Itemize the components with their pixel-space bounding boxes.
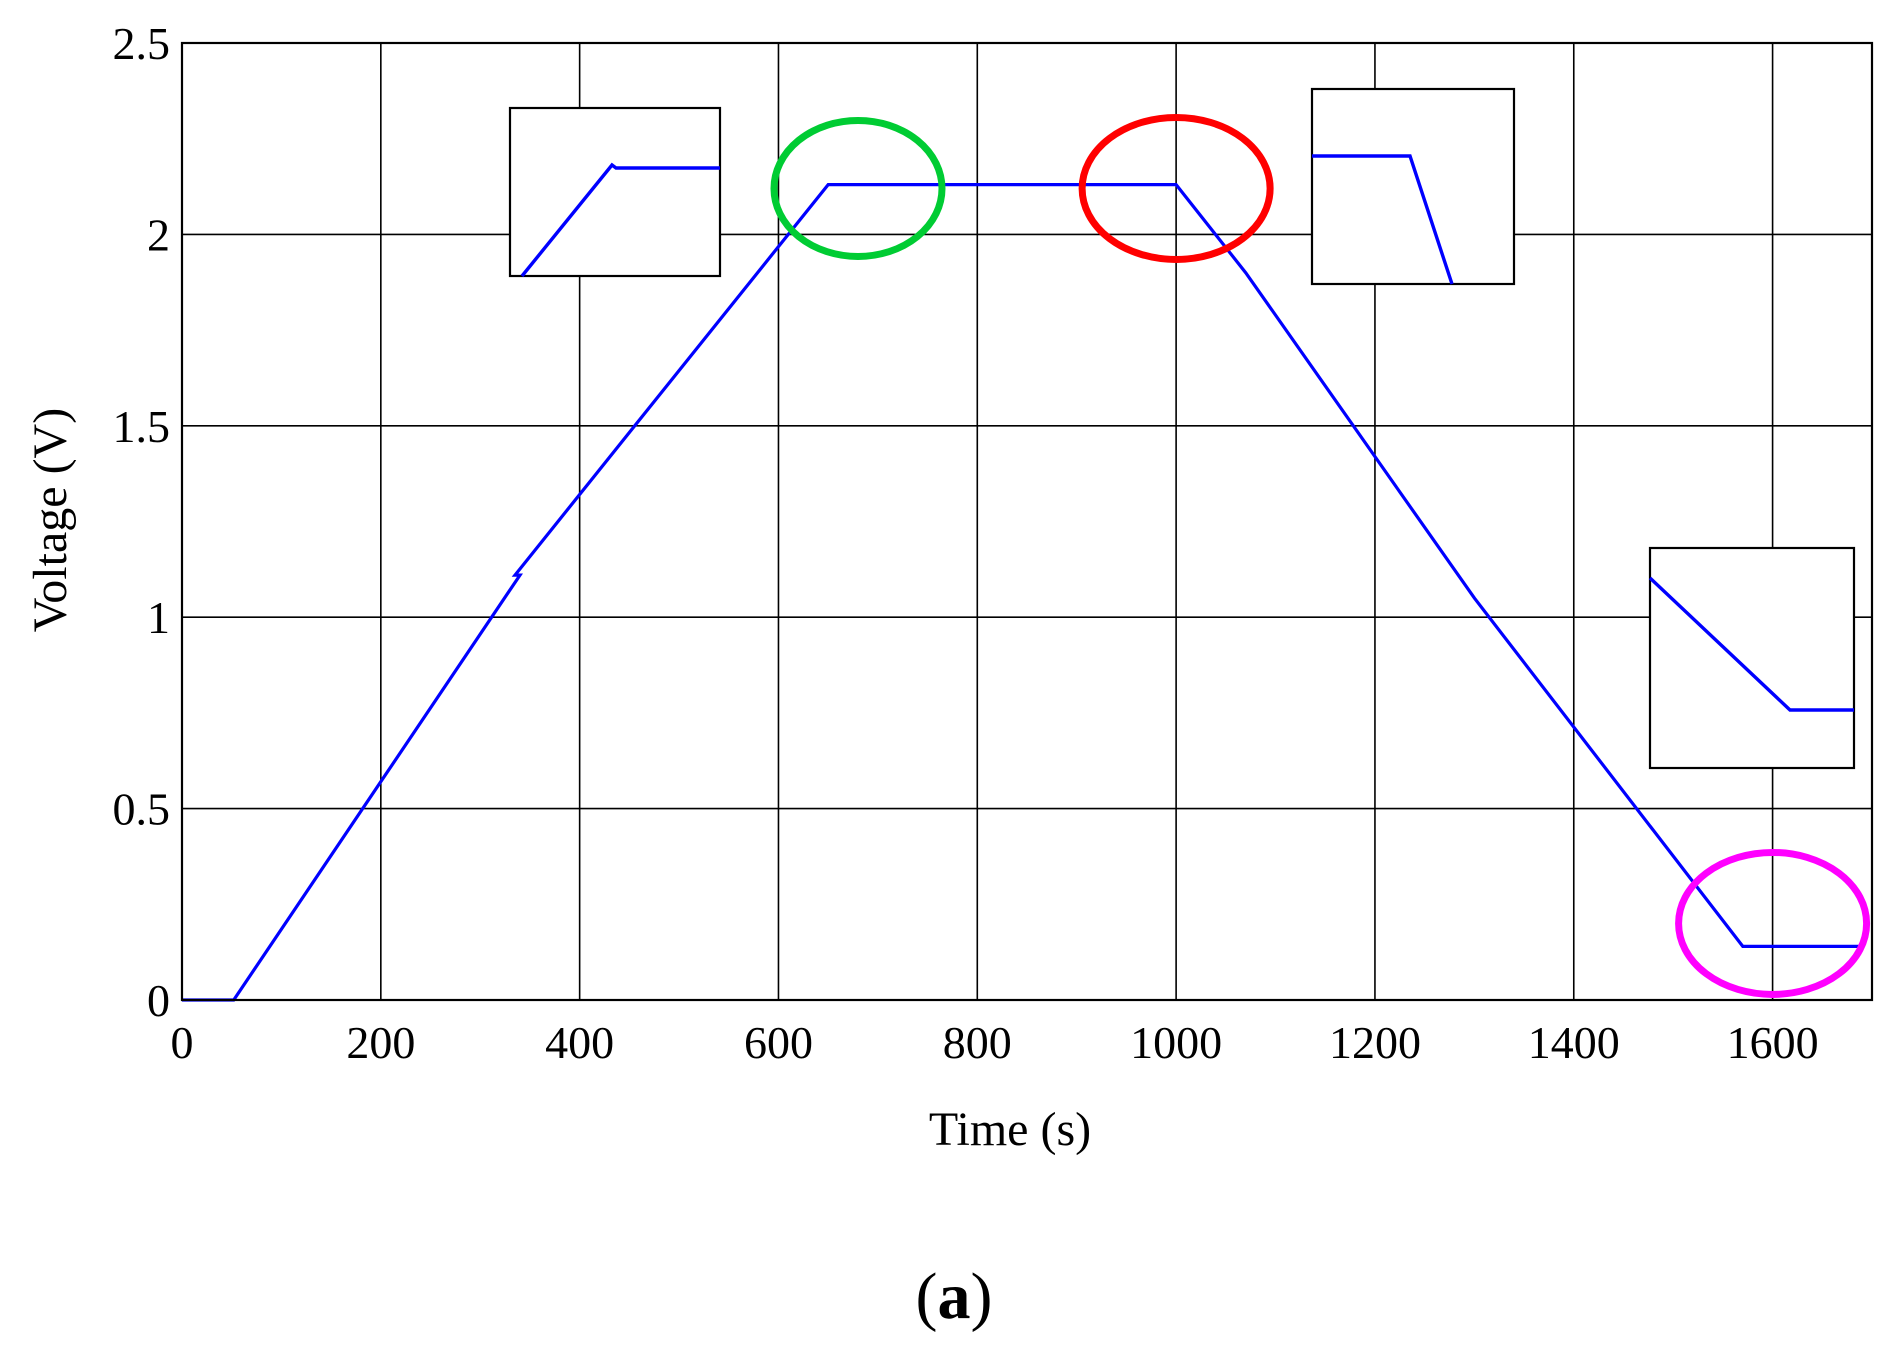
x-tick-label: 200	[346, 1017, 415, 1068]
inset-box	[1648, 546, 1856, 770]
y-tick-label: 1	[147, 592, 170, 643]
zoom-inset-right-top	[1310, 87, 1516, 286]
caption-close-paren: )	[971, 1260, 993, 1333]
series-layer	[182, 183, 1863, 1002]
y-axis-title: Voltage (V)	[24, 408, 77, 632]
y-tick-label: 1.5	[113, 401, 171, 452]
x-tick-label: 1200	[1329, 1017, 1421, 1068]
y-tick-label: 2.5	[113, 18, 171, 69]
highlight-ellipse-red	[1078, 113, 1274, 263]
x-tick-label: 600	[744, 1017, 813, 1068]
axes	[180, 41, 1874, 1002]
x-tick-label: 1000	[1130, 1017, 1222, 1068]
highlight-ellipse-green	[770, 116, 946, 260]
caption-letter: a	[938, 1260, 971, 1333]
inset-zoom-line	[1312, 154, 1454, 285]
y-tick-label: 2	[147, 209, 170, 260]
inset-zoom-line	[520, 162, 720, 278]
tick-labels: 0 200 400 600 800 1000 1200 1400 1600 0 0.5 1 1.5 2 2.…	[113, 18, 1819, 1068]
zoom-inset-left-top	[508, 106, 722, 278]
inset-layer	[508, 87, 1856, 770]
x-tick-label: 1600	[1727, 1017, 1819, 1068]
x-tick-label: 800	[943, 1017, 1012, 1068]
inset-box	[1310, 87, 1516, 286]
figure-caption: (a)	[916, 1260, 993, 1333]
plot-frame	[180, 41, 1874, 1002]
zoom-inset-right-bottom	[1648, 546, 1856, 770]
x-tick-label: 400	[545, 1017, 614, 1068]
voltage-series-line	[182, 183, 1863, 1002]
caption-open-paren: (	[916, 1260, 938, 1333]
x-axis-title: Time (s)	[929, 1103, 1091, 1156]
highlight-ellipse-magenta	[1675, 848, 1871, 998]
inset-zoom-line	[1648, 576, 1854, 712]
y-tick-label: 0.5	[113, 784, 171, 835]
y-tick-label: 0	[147, 975, 170, 1026]
x-tick-label: 1400	[1528, 1017, 1620, 1068]
grid	[182, 43, 1872, 1000]
annotation-layer	[770, 113, 1871, 998]
x-tick-label: 0	[171, 1017, 194, 1068]
